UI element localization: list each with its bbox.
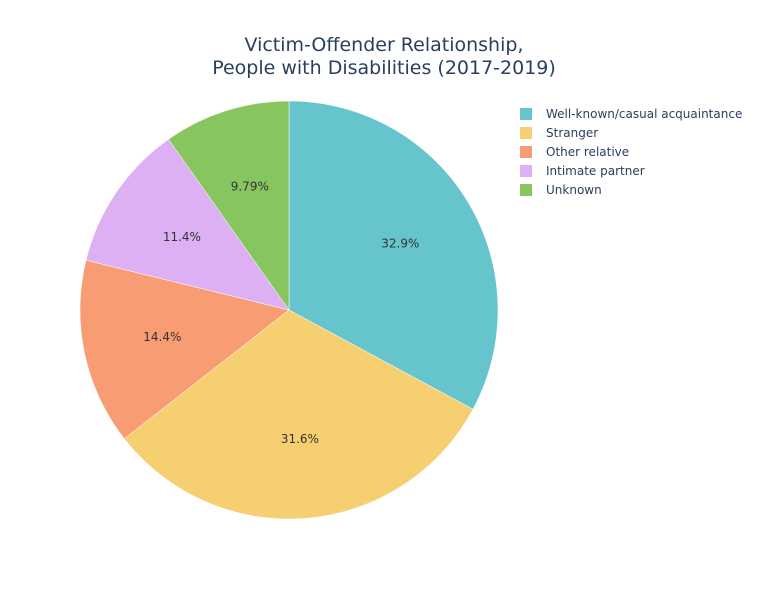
legend-swatch: [520, 165, 532, 177]
pie-slice-percent-label: 32.9%: [381, 237, 419, 251]
legend-swatch: [520, 127, 532, 139]
legend-label: Stranger: [546, 126, 598, 140]
legend[interactable]: Well-known/casual acquaintance Stranger Ot…: [520, 107, 742, 197]
legend-item[interactable]: Other relative: [520, 145, 629, 159]
legend-item[interactable]: Well-known/casual acquaintance: [520, 107, 742, 121]
pie-slices: [79, 100, 499, 520]
legend-item[interactable]: Stranger: [520, 126, 598, 140]
legend-item[interactable]: Unknown: [520, 183, 602, 197]
pie-slice-stranger[interactable]: [123, 309, 474, 520]
pie-slice-intimate-partner[interactable]: [85, 138, 290, 311]
pie-slice-unknown[interactable]: [168, 100, 290, 311]
chart-title-line-1: Victim-Offender Relationship,: [245, 34, 524, 56]
legend-swatch: [520, 146, 532, 158]
legend-label: Well-known/casual acquaintance: [546, 107, 742, 121]
pie-slice-well-known-casual-acquaintance[interactable]: [288, 100, 499, 410]
legend-swatch: [520, 108, 532, 120]
legend-label: Other relative: [546, 145, 629, 159]
legend-label: Intimate partner: [546, 164, 645, 178]
pie-slice-percent-label: 9.79%: [231, 180, 269, 194]
pie-slice-other-relative[interactable]: [79, 259, 290, 440]
pie-slice-percent-label: 11.4%: [163, 230, 201, 244]
legend-label: Unknown: [546, 183, 602, 197]
legend-item[interactable]: Intimate partner: [520, 164, 645, 178]
chart-title: Victim-Offender Relationship, People wit…: [212, 34, 556, 79]
legend-swatch: [520, 184, 532, 196]
pie-slice-percent-label: 31.6%: [281, 432, 319, 446]
pie-slice-labels: 32.9% 31.6% 14.4% 11.4% 9.79%: [143, 180, 419, 447]
chart-title-line-2: People with Disabilities (2017-2019): [212, 57, 556, 79]
pie-slice-percent-label: 14.4%: [143, 330, 181, 344]
